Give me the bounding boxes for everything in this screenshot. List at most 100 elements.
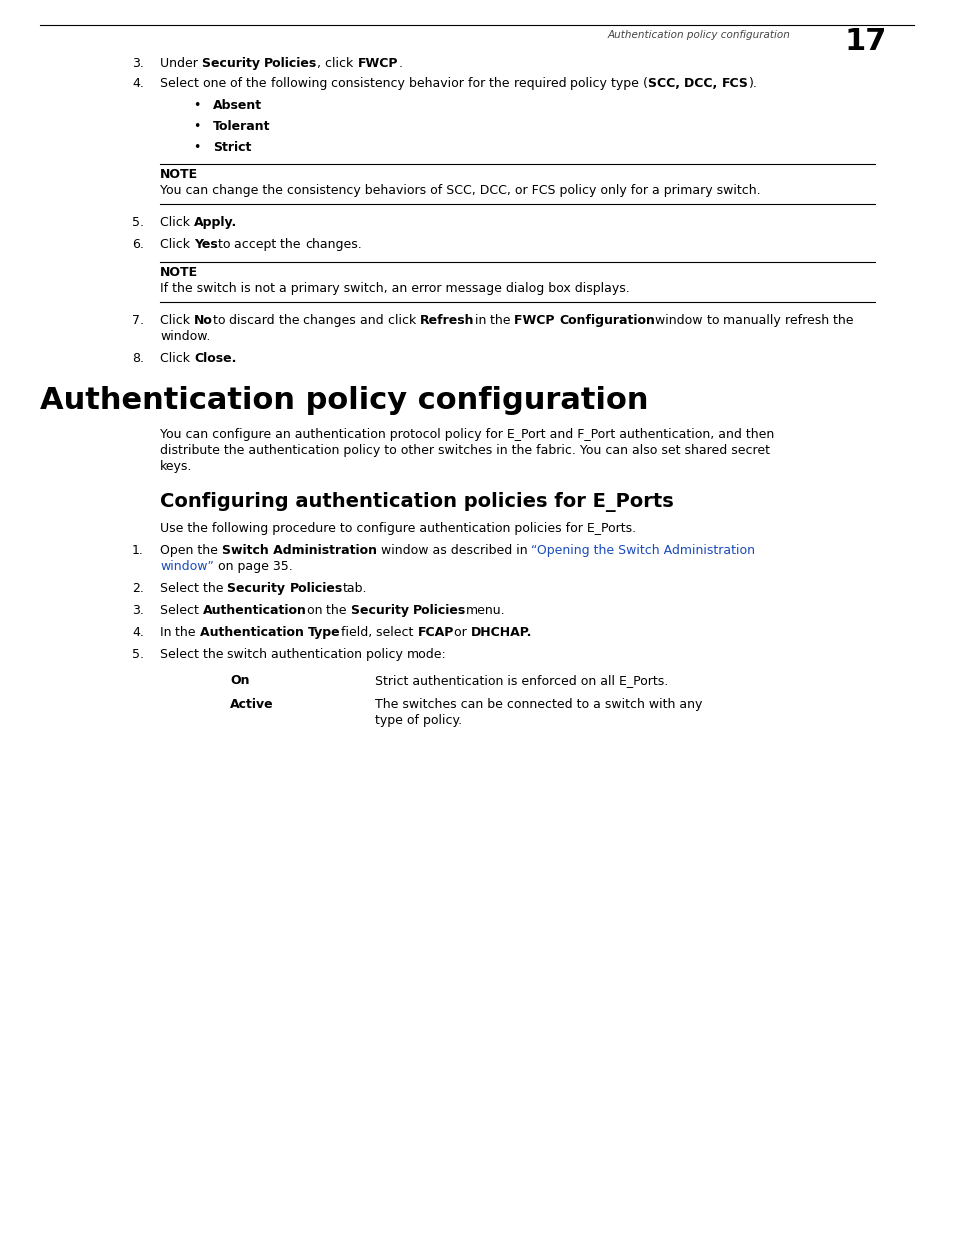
Text: switch: switch — [227, 648, 271, 661]
Text: Under: Under — [160, 57, 202, 70]
Text: Configuration: Configuration — [558, 314, 655, 327]
Text: on page 35.: on page 35. — [213, 559, 293, 573]
Text: type of policy.: type of policy. — [375, 714, 461, 727]
Text: Select: Select — [160, 648, 203, 661]
Text: to: to — [706, 314, 722, 327]
Text: Click: Click — [160, 216, 193, 228]
Text: ,: , — [317, 57, 325, 70]
Text: mode:: mode: — [407, 648, 447, 661]
Text: policy: policy — [570, 77, 611, 90]
Text: in: in — [475, 314, 490, 327]
Text: DHCHAP.: DHCHAP. — [470, 626, 532, 638]
Text: Select: Select — [160, 582, 203, 595]
Text: FCAP: FCAP — [417, 626, 454, 638]
Text: 7.: 7. — [132, 314, 144, 327]
Text: discard: discard — [229, 314, 278, 327]
Text: Close.: Close. — [193, 352, 236, 366]
Text: of: of — [230, 77, 246, 90]
Text: Policies: Policies — [290, 582, 343, 595]
Text: Authentication policy configuration: Authentication policy configuration — [40, 387, 648, 415]
Text: Configuring authentication policies for E_Ports: Configuring authentication policies for … — [160, 492, 673, 513]
Text: Select: Select — [160, 77, 203, 90]
Text: Authentication: Authentication — [203, 604, 307, 618]
Text: 17: 17 — [844, 27, 886, 56]
Text: window: window — [655, 314, 706, 327]
Text: 5.: 5. — [132, 648, 144, 661]
Text: Active: Active — [230, 698, 274, 711]
Text: No: No — [193, 314, 213, 327]
Text: select: select — [375, 626, 417, 638]
Text: 1.: 1. — [132, 543, 144, 557]
Text: Use the following procedure to configure authentication policies for E_Ports.: Use the following procedure to configure… — [160, 522, 636, 535]
Text: one: one — [203, 77, 230, 90]
Text: policy: policy — [366, 648, 407, 661]
Text: the: the — [175, 626, 200, 638]
Text: click: click — [388, 314, 419, 327]
Text: •: • — [193, 120, 200, 133]
Text: the: the — [832, 314, 857, 327]
Text: Click: Click — [160, 238, 193, 251]
Text: to: to — [217, 238, 234, 251]
Text: In: In — [160, 626, 175, 638]
Text: on: on — [307, 604, 326, 618]
Text: (: ( — [642, 77, 647, 90]
Text: type: type — [611, 77, 642, 90]
Text: Click: Click — [160, 352, 193, 366]
Text: Policies: Policies — [413, 604, 466, 618]
Text: Type: Type — [308, 626, 340, 638]
Text: Authentication: Authentication — [200, 626, 308, 638]
Text: menu.: menu. — [466, 604, 505, 618]
Text: Security: Security — [351, 604, 413, 618]
Text: the: the — [203, 648, 227, 661]
Text: .: . — [397, 57, 402, 70]
Text: SCC,: SCC, — [647, 77, 683, 90]
Text: accept: accept — [234, 238, 280, 251]
Text: FCS: FCS — [721, 77, 748, 90]
Text: Policies: Policies — [264, 57, 317, 70]
Text: the: the — [246, 77, 271, 90]
Text: •: • — [193, 99, 200, 112]
Text: •: • — [193, 141, 200, 154]
Text: and: and — [360, 314, 388, 327]
Text: window.: window. — [160, 330, 211, 343]
Text: 4.: 4. — [132, 77, 144, 90]
Text: Absent: Absent — [213, 99, 262, 112]
Text: the: the — [278, 314, 303, 327]
Text: distribute the authentication policy to other switches in the fabric. You can al: distribute the authentication policy to … — [160, 445, 769, 457]
Text: FWCP: FWCP — [514, 314, 558, 327]
Text: authentication: authentication — [271, 648, 366, 661]
Text: Strict authentication is enforced on all E_Ports.: Strict authentication is enforced on all… — [375, 674, 667, 687]
Text: 8.: 8. — [132, 352, 144, 366]
Text: click: click — [325, 57, 357, 70]
Text: Select: Select — [160, 604, 203, 618]
Text: keys.: keys. — [160, 459, 193, 473]
Text: 2.: 2. — [132, 582, 144, 595]
Text: or: or — [454, 626, 470, 638]
Text: the: the — [326, 604, 351, 618]
Text: following: following — [271, 77, 331, 90]
Text: Apply.: Apply. — [193, 216, 237, 228]
Text: 4.: 4. — [132, 626, 144, 638]
Text: The switches can be connected to a switch with any: The switches can be connected to a switc… — [375, 698, 701, 711]
Text: the: the — [489, 77, 513, 90]
Text: to: to — [213, 314, 229, 327]
Text: Switch Administration: Switch Administration — [222, 543, 376, 557]
Text: 5.: 5. — [132, 216, 144, 228]
Text: 6.: 6. — [132, 238, 144, 251]
Text: You can configure an authentication protocol policy for E_Port and F_Port authen: You can configure an authentication prot… — [160, 429, 774, 441]
Text: DCC,: DCC, — [683, 77, 721, 90]
Text: consistency: consistency — [331, 77, 409, 90]
Text: window as described in: window as described in — [376, 543, 531, 557]
Text: ).: ). — [748, 77, 757, 90]
Text: refresh: refresh — [784, 314, 832, 327]
Text: If the switch is not a primary switch, an error message dialog box displays.: If the switch is not a primary switch, a… — [160, 282, 629, 295]
Text: On: On — [230, 674, 250, 687]
Text: tab.: tab. — [343, 582, 367, 595]
Text: “Opening the Switch Administration: “Opening the Switch Administration — [531, 543, 755, 557]
Text: Refresh: Refresh — [419, 314, 475, 327]
Text: the: the — [203, 582, 227, 595]
Text: Tolerant: Tolerant — [213, 120, 271, 133]
Text: Security: Security — [227, 582, 290, 595]
Text: Click: Click — [160, 314, 193, 327]
Text: You can change the consistency behaviors of SCC, DCC, or FCS policy only for a p: You can change the consistency behaviors… — [160, 184, 760, 198]
